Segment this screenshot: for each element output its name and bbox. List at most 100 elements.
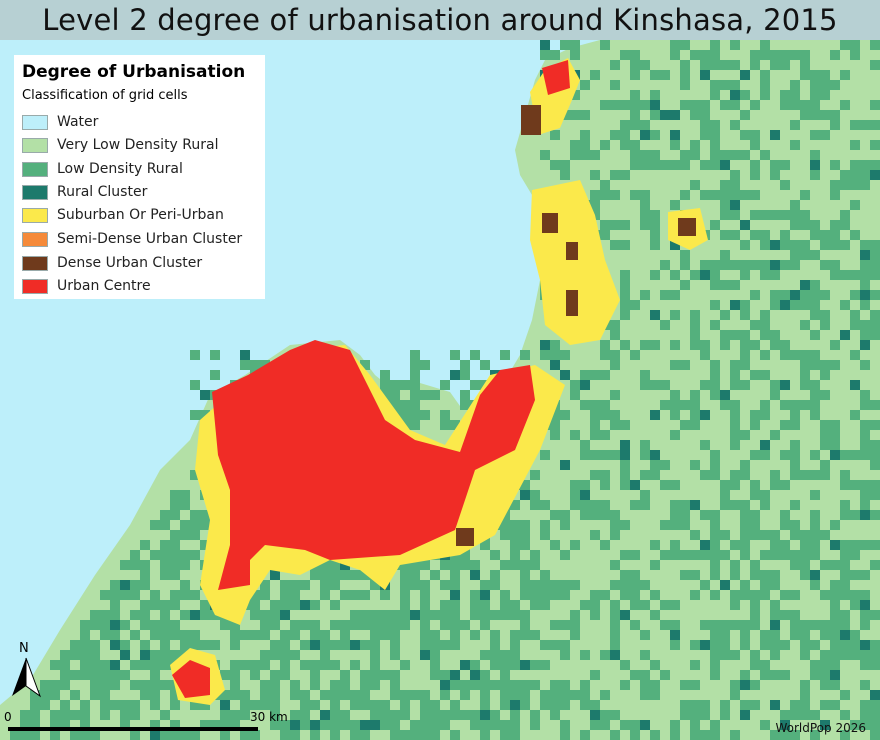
low-density-rural-cell [60, 660, 70, 670]
low-density-rural-cell [20, 710, 30, 720]
low-density-rural-cell [290, 590, 300, 600]
low-density-rural-cell [770, 430, 780, 440]
low-density-rural-cell [750, 410, 760, 420]
low-density-rural-cell [800, 530, 810, 540]
low-density-rural-cell [790, 470, 800, 480]
low-density-rural-cell [400, 730, 410, 740]
low-density-rural-cell [860, 570, 870, 580]
low-density-rural-cell [350, 620, 360, 630]
low-density-rural-cell [630, 100, 640, 110]
low-density-rural-cell [400, 700, 410, 710]
low-density-rural-cell [670, 310, 680, 320]
low-density-rural-cell [710, 660, 720, 670]
urban-centre-kinshasa [212, 340, 535, 590]
low-density-rural-cell [150, 620, 160, 630]
low-density-rural-cell [270, 650, 280, 660]
low-density-rural-cell [600, 400, 610, 410]
low-density-rural-cell [100, 590, 110, 600]
low-density-rural-cell [560, 40, 570, 50]
rural-cluster-cell [830, 670, 840, 680]
low-density-rural-cell [690, 140, 700, 150]
low-density-rural-cell [850, 350, 860, 360]
urban-areas [170, 58, 708, 705]
low-density-rural-cell [600, 340, 610, 350]
low-density-rural-cell [360, 620, 370, 630]
rural-cluster-cell [770, 240, 780, 250]
low-density-rural-cell [150, 520, 160, 530]
low-density-rural-cell [690, 550, 700, 560]
low-density-rural-cell [530, 630, 540, 640]
low-density-rural-cell [110, 700, 120, 710]
low-density-rural-cell [870, 330, 880, 340]
low-density-rural-cell [610, 330, 620, 340]
low-density-rural-cell [850, 410, 860, 420]
low-density-rural-cell [280, 670, 290, 680]
low-density-rural-cell [780, 260, 790, 270]
rural-cluster-cell [700, 270, 710, 280]
low-density-rural-cell [160, 630, 170, 640]
low-density-rural-cell [480, 540, 490, 550]
low-density-rural-cell [810, 580, 820, 590]
low-density-rural-cell [820, 70, 830, 80]
low-density-rural-cell [800, 710, 810, 720]
low-density-rural-cell [720, 400, 730, 410]
low-density-rural-cell [510, 710, 520, 720]
low-density-rural-cell [420, 700, 430, 710]
low-density-rural-cell [370, 680, 380, 690]
low-density-rural-cell [650, 210, 660, 220]
low-density-rural-cell [750, 480, 760, 490]
rural-cluster-cell [870, 690, 880, 700]
low-density-rural-cell [720, 60, 730, 70]
low-density-rural-cell [750, 60, 760, 70]
low-density-rural-cell [800, 70, 810, 80]
low-density-rural-cell [190, 520, 200, 530]
low-density-rural-cell [640, 600, 650, 610]
low-density-rural-cell [510, 550, 520, 560]
low-density-rural-cell [470, 660, 480, 670]
low-density-rural-cell [760, 550, 770, 560]
low-density-rural-cell [620, 720, 630, 730]
low-density-rural-cell [790, 630, 800, 640]
low-density-rural-cell [740, 380, 750, 390]
low-density-rural-cell [290, 690, 300, 700]
low-density-rural-cell [840, 480, 850, 490]
low-density-rural-cell [430, 570, 440, 580]
low-density-rural-cell [230, 710, 240, 720]
low-density-rural-cell [760, 720, 770, 730]
low-density-rural-cell [410, 400, 420, 410]
low-density-rural-cell [640, 450, 650, 460]
low-density-rural-cell [90, 610, 100, 620]
rural-cluster-cell [620, 450, 630, 460]
low-density-rural-cell [860, 650, 870, 660]
low-density-rural-cell [130, 680, 140, 690]
low-density-rural-cell [500, 520, 510, 530]
low-density-rural-cell [410, 360, 420, 370]
low-density-rural-cell [790, 90, 800, 100]
low-density-rural-cell [800, 680, 810, 690]
low-density-rural-cell [770, 580, 780, 590]
low-density-rural-cell [100, 660, 110, 670]
low-density-rural-cell [170, 620, 180, 630]
dense-urban-cluster-cell [456, 528, 474, 546]
low-density-rural-cell [300, 710, 310, 720]
low-density-rural-cell [610, 420, 620, 430]
low-density-rural-cell [690, 570, 700, 580]
low-density-rural-cell [710, 270, 720, 280]
rural-cluster-cell [450, 670, 460, 680]
low-density-rural-cell [310, 730, 320, 740]
low-density-rural-cell [390, 720, 400, 730]
legend-label: Water [57, 114, 99, 130]
low-density-rural-cell [550, 410, 560, 420]
low-density-rural-cell [830, 580, 840, 590]
low-density-rural-cell [830, 220, 840, 230]
low-density-rural-cell [760, 590, 770, 600]
low-density-rural-cell [340, 680, 350, 690]
low-density-rural-cell [520, 680, 530, 690]
rural-cluster-cell [190, 610, 200, 620]
low-density-rural-cell [750, 130, 760, 140]
low-density-rural-cell [400, 580, 410, 590]
low-density-rural-cell [400, 660, 410, 670]
low-density-rural-cell [840, 560, 850, 570]
low-density-rural-cell [620, 680, 630, 690]
